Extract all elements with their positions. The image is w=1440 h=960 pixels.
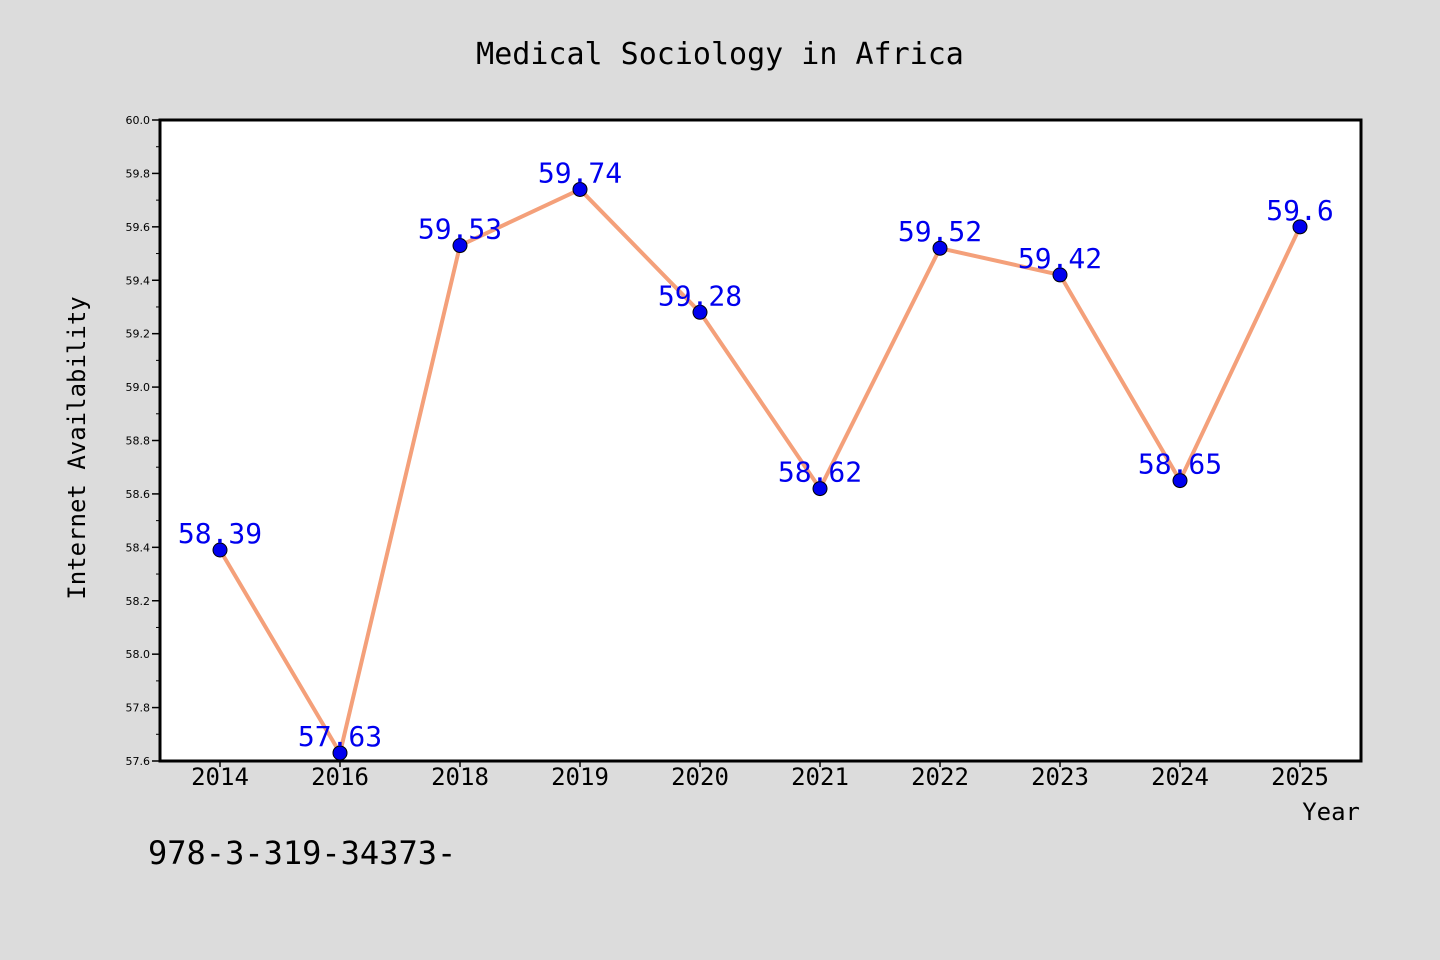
- data-point: [1292, 219, 1308, 235]
- data-label: 59.28: [658, 279, 742, 312]
- x-tick-label: 2023: [1031, 763, 1089, 791]
- y-tick-label: 59.8: [126, 167, 151, 180]
- y-tick-label: 58.8: [126, 435, 151, 448]
- data-point: [932, 240, 948, 256]
- y-tick-label: 59.4: [126, 274, 151, 287]
- data-label: 58.65: [1138, 448, 1222, 481]
- data-label: 58.39: [178, 517, 262, 550]
- data-point: [812, 481, 828, 497]
- y-tick-label: 57.8: [126, 702, 151, 715]
- y-tick-label: 60.0: [126, 114, 151, 127]
- y-tick-label: 58.6: [126, 488, 151, 501]
- x-tick-label: 2019: [551, 763, 609, 791]
- x-tick-label: 2016: [311, 763, 369, 791]
- chart-title: Medical Sociology in Africa: [476, 37, 964, 72]
- plot-area: [160, 120, 1361, 761]
- x-tick-label: 2018: [431, 763, 489, 791]
- data-label: 59.74: [538, 156, 622, 189]
- data-label: 58.62: [778, 456, 862, 489]
- data-point: [572, 181, 588, 197]
- y-tick-label: 58.4: [126, 541, 151, 554]
- data-point: [692, 304, 708, 320]
- y-axis-label: Internet Availability: [63, 296, 91, 599]
- data-label: 59.6: [1266, 194, 1333, 227]
- x-axis-label: Year: [1302, 798, 1360, 826]
- x-tick-label: 2025: [1271, 763, 1329, 791]
- data-point: [1052, 267, 1068, 283]
- x-tick-label: 2014: [191, 763, 249, 791]
- y-tick-label: 59.6: [126, 221, 151, 234]
- x-tick-label: 2020: [671, 763, 729, 791]
- y-tick-label: 58.2: [126, 595, 151, 608]
- y-axis-ticks: 57.6 57.8 58.0 58.2 58.4 58.6 58.8 59.0 59.2 59.4…: [126, 114, 160, 768]
- y-tick-label: 57.6: [126, 755, 151, 768]
- data-labels: 58.39 57.63 59.53 59.74 59.28 58.62 59.52 59.42…: [178, 156, 1334, 753]
- series-line: [218, 187, 1302, 755]
- data-point: [1172, 473, 1188, 489]
- data-point: [452, 238, 468, 254]
- data-label: 59.52: [898, 215, 982, 248]
- x-tick-label: 2024: [1151, 763, 1209, 791]
- plot-frame: [158, 118, 1363, 763]
- x-axis-ticks: 2014 2016 2018 2019 2020 2021 2022 2023 2024 2025: [191, 761, 1329, 791]
- data-markers: [212, 181, 1308, 761]
- annotation-text: 978-3-319-34373-: [148, 834, 456, 872]
- x-tick-label: 2022: [911, 763, 969, 791]
- data-label: 59.53: [418, 213, 502, 246]
- x-tick-label: 2021: [791, 763, 849, 791]
- y-tick-label: 59.0: [126, 381, 151, 394]
- data-point: [212, 542, 228, 558]
- data-label: 59.42: [1018, 242, 1102, 275]
- data-label: 57.63: [298, 720, 382, 753]
- y-tick-label: 59.2: [126, 328, 151, 341]
- y-tick-label: 58.0: [126, 648, 151, 661]
